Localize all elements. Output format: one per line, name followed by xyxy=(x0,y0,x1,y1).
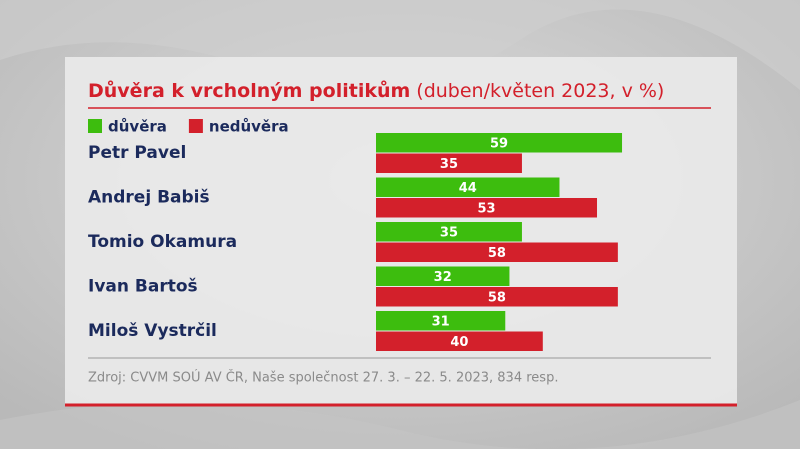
legend-label: nedůvěra xyxy=(209,118,289,136)
category-label: Miloš Vystrčil xyxy=(88,321,217,341)
value-label: 32 xyxy=(434,270,452,285)
value-label: 59 xyxy=(490,136,508,151)
source: Zdroj: CVVM SOÚ AV ČR, Naše společnost 2… xyxy=(88,370,558,386)
bar xyxy=(376,222,522,242)
legend-label: důvěra xyxy=(108,118,167,136)
value-label: 53 xyxy=(477,201,495,216)
bar xyxy=(376,331,543,351)
legend-swatch xyxy=(188,119,203,133)
value-label: 35 xyxy=(440,157,458,172)
bar xyxy=(376,266,510,286)
category-label: Andrej Babiš xyxy=(88,188,210,208)
map-shape xyxy=(0,400,800,449)
bar xyxy=(376,153,522,173)
value-label: 40 xyxy=(450,335,468,350)
chart-title: Důvěra k vrcholným politikům (duben/květe… xyxy=(88,79,664,102)
value-label: 58 xyxy=(488,290,506,305)
bar xyxy=(376,198,598,218)
bar xyxy=(376,133,623,153)
value-label: 44 xyxy=(459,181,477,196)
value-label: 31 xyxy=(432,314,450,329)
title: Důvěra k vrcholným politikům xyxy=(88,79,410,102)
value-label: 58 xyxy=(488,246,506,261)
bar xyxy=(376,177,560,197)
bar xyxy=(376,242,618,262)
bar xyxy=(376,311,506,331)
category-label: Petr Pavel xyxy=(88,143,186,163)
map-shape xyxy=(0,0,800,90)
legend-swatch xyxy=(88,119,102,133)
value-label: 35 xyxy=(440,225,458,240)
category-label: Ivan Bartoš xyxy=(88,277,198,297)
subtitle: (duben/květen 2023, v %) xyxy=(416,80,664,102)
bar xyxy=(376,287,618,307)
category-label: Tomio Okamura xyxy=(88,232,237,252)
